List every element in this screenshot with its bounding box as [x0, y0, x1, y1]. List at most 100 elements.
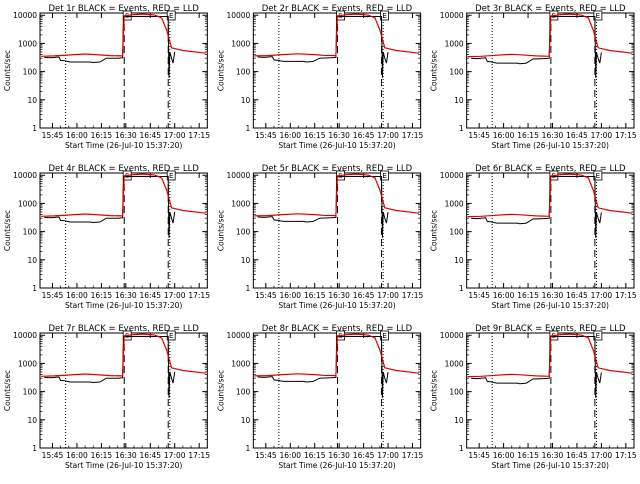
y-tick-label: 1 [32, 124, 37, 133]
marker-box [380, 330, 389, 341]
y-tick-label: 100 [236, 68, 251, 77]
x-tick-label: 15:45 [255, 291, 277, 300]
marker-label: E [169, 12, 173, 20]
y-tick-label: 1 [32, 284, 37, 293]
x-tick-label: 16:00 [493, 291, 515, 300]
x-tick-label: 16:45 [566, 451, 588, 460]
x-tick-label: 16:45 [139, 291, 161, 300]
marker-label: E [169, 172, 173, 180]
lld-series-line [41, 13, 206, 57]
x-tick-label: 15:45 [468, 451, 490, 460]
y-tick-label: 10 [27, 96, 37, 105]
detector-panel-4: Det 4r BLACK = Events, RED = LLD 1 10 100 10… [3, 164, 210, 310]
lld-series-line [41, 173, 206, 217]
x-tick-label: 16:30 [115, 291, 137, 300]
panel-title: Det 3r BLACK = Events, RED = LLD [475, 4, 626, 14]
x-tick-label: 15:45 [468, 291, 490, 300]
x-tick-label: 16:00 [66, 291, 88, 300]
x-tick-label: 16:45 [353, 451, 375, 460]
y-tick-label: 10000 [440, 331, 464, 340]
marker-box [166, 10, 176, 21]
events-series-line [470, 336, 602, 398]
x-tick-label: 17:15 [402, 291, 424, 300]
y-tick-label: 10000 [226, 331, 250, 340]
marker-box [593, 170, 603, 181]
x-axis-label: Start Time (26-Jul-10 15:37:20) [492, 461, 609, 470]
y-tick-label: 100 [449, 388, 464, 397]
panel-title: Det 2r BLACK = Events, RED = LLD [262, 4, 413, 14]
x-tick-label: 16:30 [542, 131, 564, 140]
x-tick-label: 17:15 [188, 451, 210, 460]
y-tick-label: 100 [23, 68, 38, 77]
y-tick-label: 10000 [13, 11, 37, 20]
detector-panel-9: Det 9r BLACK = Events, RED = LLD 1 10 100 10… [430, 324, 637, 470]
y-tick-label: 100 [449, 228, 464, 237]
x-tick-label: 17:15 [402, 131, 424, 140]
y-axis-label: Counts/sec [216, 50, 225, 91]
y-tick-label: 1 [459, 124, 464, 133]
detector-panel-8: Det 8r BLACK = Events, RED = LLD 1 10 100 10… [216, 324, 423, 470]
y-tick-label: 100 [23, 228, 38, 237]
y-tick-label: 1 [246, 124, 251, 133]
x-tick-label: 15:45 [255, 451, 277, 460]
y-tick-label: 1 [32, 444, 37, 453]
y-tick-label: 100 [23, 388, 38, 397]
x-tick-label: 17:00 [591, 131, 613, 140]
y-tick-label: 1000 [445, 39, 464, 48]
x-tick-label: 17:00 [591, 451, 613, 460]
x-tick-label: 15:45 [42, 291, 64, 300]
x-tick-label: 16:15 [304, 291, 326, 300]
marker-box [593, 10, 603, 21]
x-tick-label: 16:30 [115, 451, 137, 460]
x-tick-label: 16:15 [517, 451, 539, 460]
y-axis-label: Counts/sec [3, 50, 12, 91]
y-tick-label: 10000 [440, 11, 464, 20]
events-series-line [44, 16, 176, 78]
x-tick-label: 16:00 [493, 131, 515, 140]
x-tick-label: 16:30 [328, 451, 350, 460]
y-tick-label: 1000 [231, 359, 250, 368]
marker-label: E [382, 12, 386, 20]
events-series-line [257, 336, 389, 398]
detector-panel-7: Det 7r BLACK = Events, RED = LLD 1 10 100 10… [3, 324, 210, 470]
x-tick-label: 15:45 [42, 451, 64, 460]
marker-box [166, 330, 176, 341]
x-tick-label: 16:30 [328, 131, 350, 140]
detector-panel-5: Det 5r BLACK = Events, RED = LLD 1 10 100 10… [216, 164, 423, 310]
x-tick-label: 17:15 [402, 451, 424, 460]
x-tick-label: 17:15 [188, 131, 210, 140]
y-tick-label: 100 [236, 388, 251, 397]
x-axis-label: Start Time (26-Jul-10 15:37:20) [278, 301, 395, 310]
y-tick-label: 1000 [18, 39, 37, 48]
y-tick-label: 1000 [231, 39, 250, 48]
detector-panel-1: Det 1r BLACK = Events, RED = LLD 1 10 100 10… [3, 4, 210, 150]
marker-box [166, 170, 176, 181]
y-tick-label: 100 [236, 228, 251, 237]
y-tick-label: 1000 [445, 199, 464, 208]
x-tick-label: 16:15 [91, 451, 113, 460]
x-tick-label: 16:30 [542, 291, 564, 300]
x-tick-label: 16:15 [517, 291, 539, 300]
lld-series-line [254, 13, 420, 57]
events-series-line [257, 16, 389, 78]
marker-label: E [596, 12, 600, 20]
y-tick-label: 10 [241, 256, 251, 265]
x-tick-label: 17:15 [188, 291, 210, 300]
y-axis-label: Counts/sec [3, 370, 12, 411]
lld-series-line [467, 13, 633, 58]
detector-panel-6: Det 6r BLACK = Events, RED = LLD 1 10 100 10… [430, 164, 637, 310]
x-tick-label: 16:15 [304, 451, 326, 460]
events-series-line [257, 176, 389, 238]
y-tick-label: 10 [454, 96, 464, 105]
y-tick-label: 10000 [226, 171, 250, 180]
panel-title: Det 9r BLACK = Events, RED = LLD [475, 324, 626, 334]
x-tick-label: 16:30 [542, 451, 564, 460]
marker-label: E [596, 332, 600, 340]
lld-series-line [467, 333, 633, 378]
x-tick-label: 16:00 [66, 131, 88, 140]
y-tick-label: 10000 [13, 331, 37, 340]
x-tick-label: 17:15 [615, 131, 637, 140]
y-tick-label: 1 [459, 284, 464, 293]
lld-series-line [41, 333, 206, 377]
x-tick-label: 17:00 [164, 451, 186, 460]
